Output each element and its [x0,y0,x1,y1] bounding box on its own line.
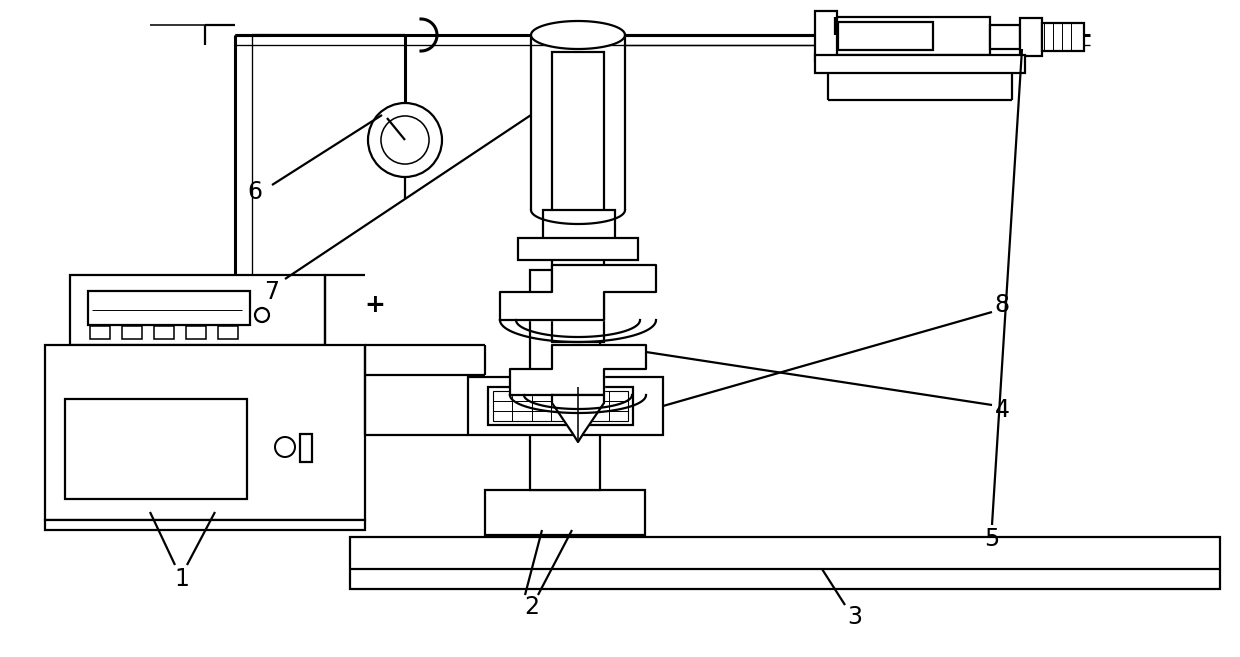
Text: 4: 4 [994,398,1009,422]
Bar [300,434,312,462]
Bar [45,520,365,530]
Polygon shape [531,21,625,49]
Bar [835,17,990,55]
Bar [154,326,174,339]
Bar [1021,18,1042,56]
Bar [815,55,1025,73]
Bar [350,537,1220,589]
Bar [64,399,247,499]
Text: 1: 1 [175,567,190,591]
Bar [467,377,663,435]
Circle shape [368,103,441,177]
Bar [218,326,238,339]
Bar [485,490,645,535]
Circle shape [275,437,295,457]
Bar [91,326,110,339]
Polygon shape [510,345,646,395]
Bar [543,210,615,240]
Text: +: + [365,293,386,317]
Bar [990,25,1021,49]
Bar [838,22,932,50]
Bar [186,326,206,339]
Bar [1042,23,1084,51]
Text: 7: 7 [264,280,279,304]
Polygon shape [500,265,656,320]
Polygon shape [552,395,604,442]
Bar [45,345,365,520]
Bar [494,391,627,421]
Text: 8: 8 [994,293,1009,317]
Text: 5: 5 [985,527,999,551]
Bar [69,275,325,345]
Bar [815,11,837,61]
Bar [529,270,600,490]
Bar [489,387,632,425]
Text: 6: 6 [248,180,263,204]
Circle shape [255,308,269,322]
Bar [88,291,250,325]
Bar [122,326,143,339]
Text: 2: 2 [525,595,539,619]
Text: 3: 3 [847,605,863,629]
Circle shape [381,116,429,164]
Bar [552,52,604,342]
Bar [518,238,639,260]
